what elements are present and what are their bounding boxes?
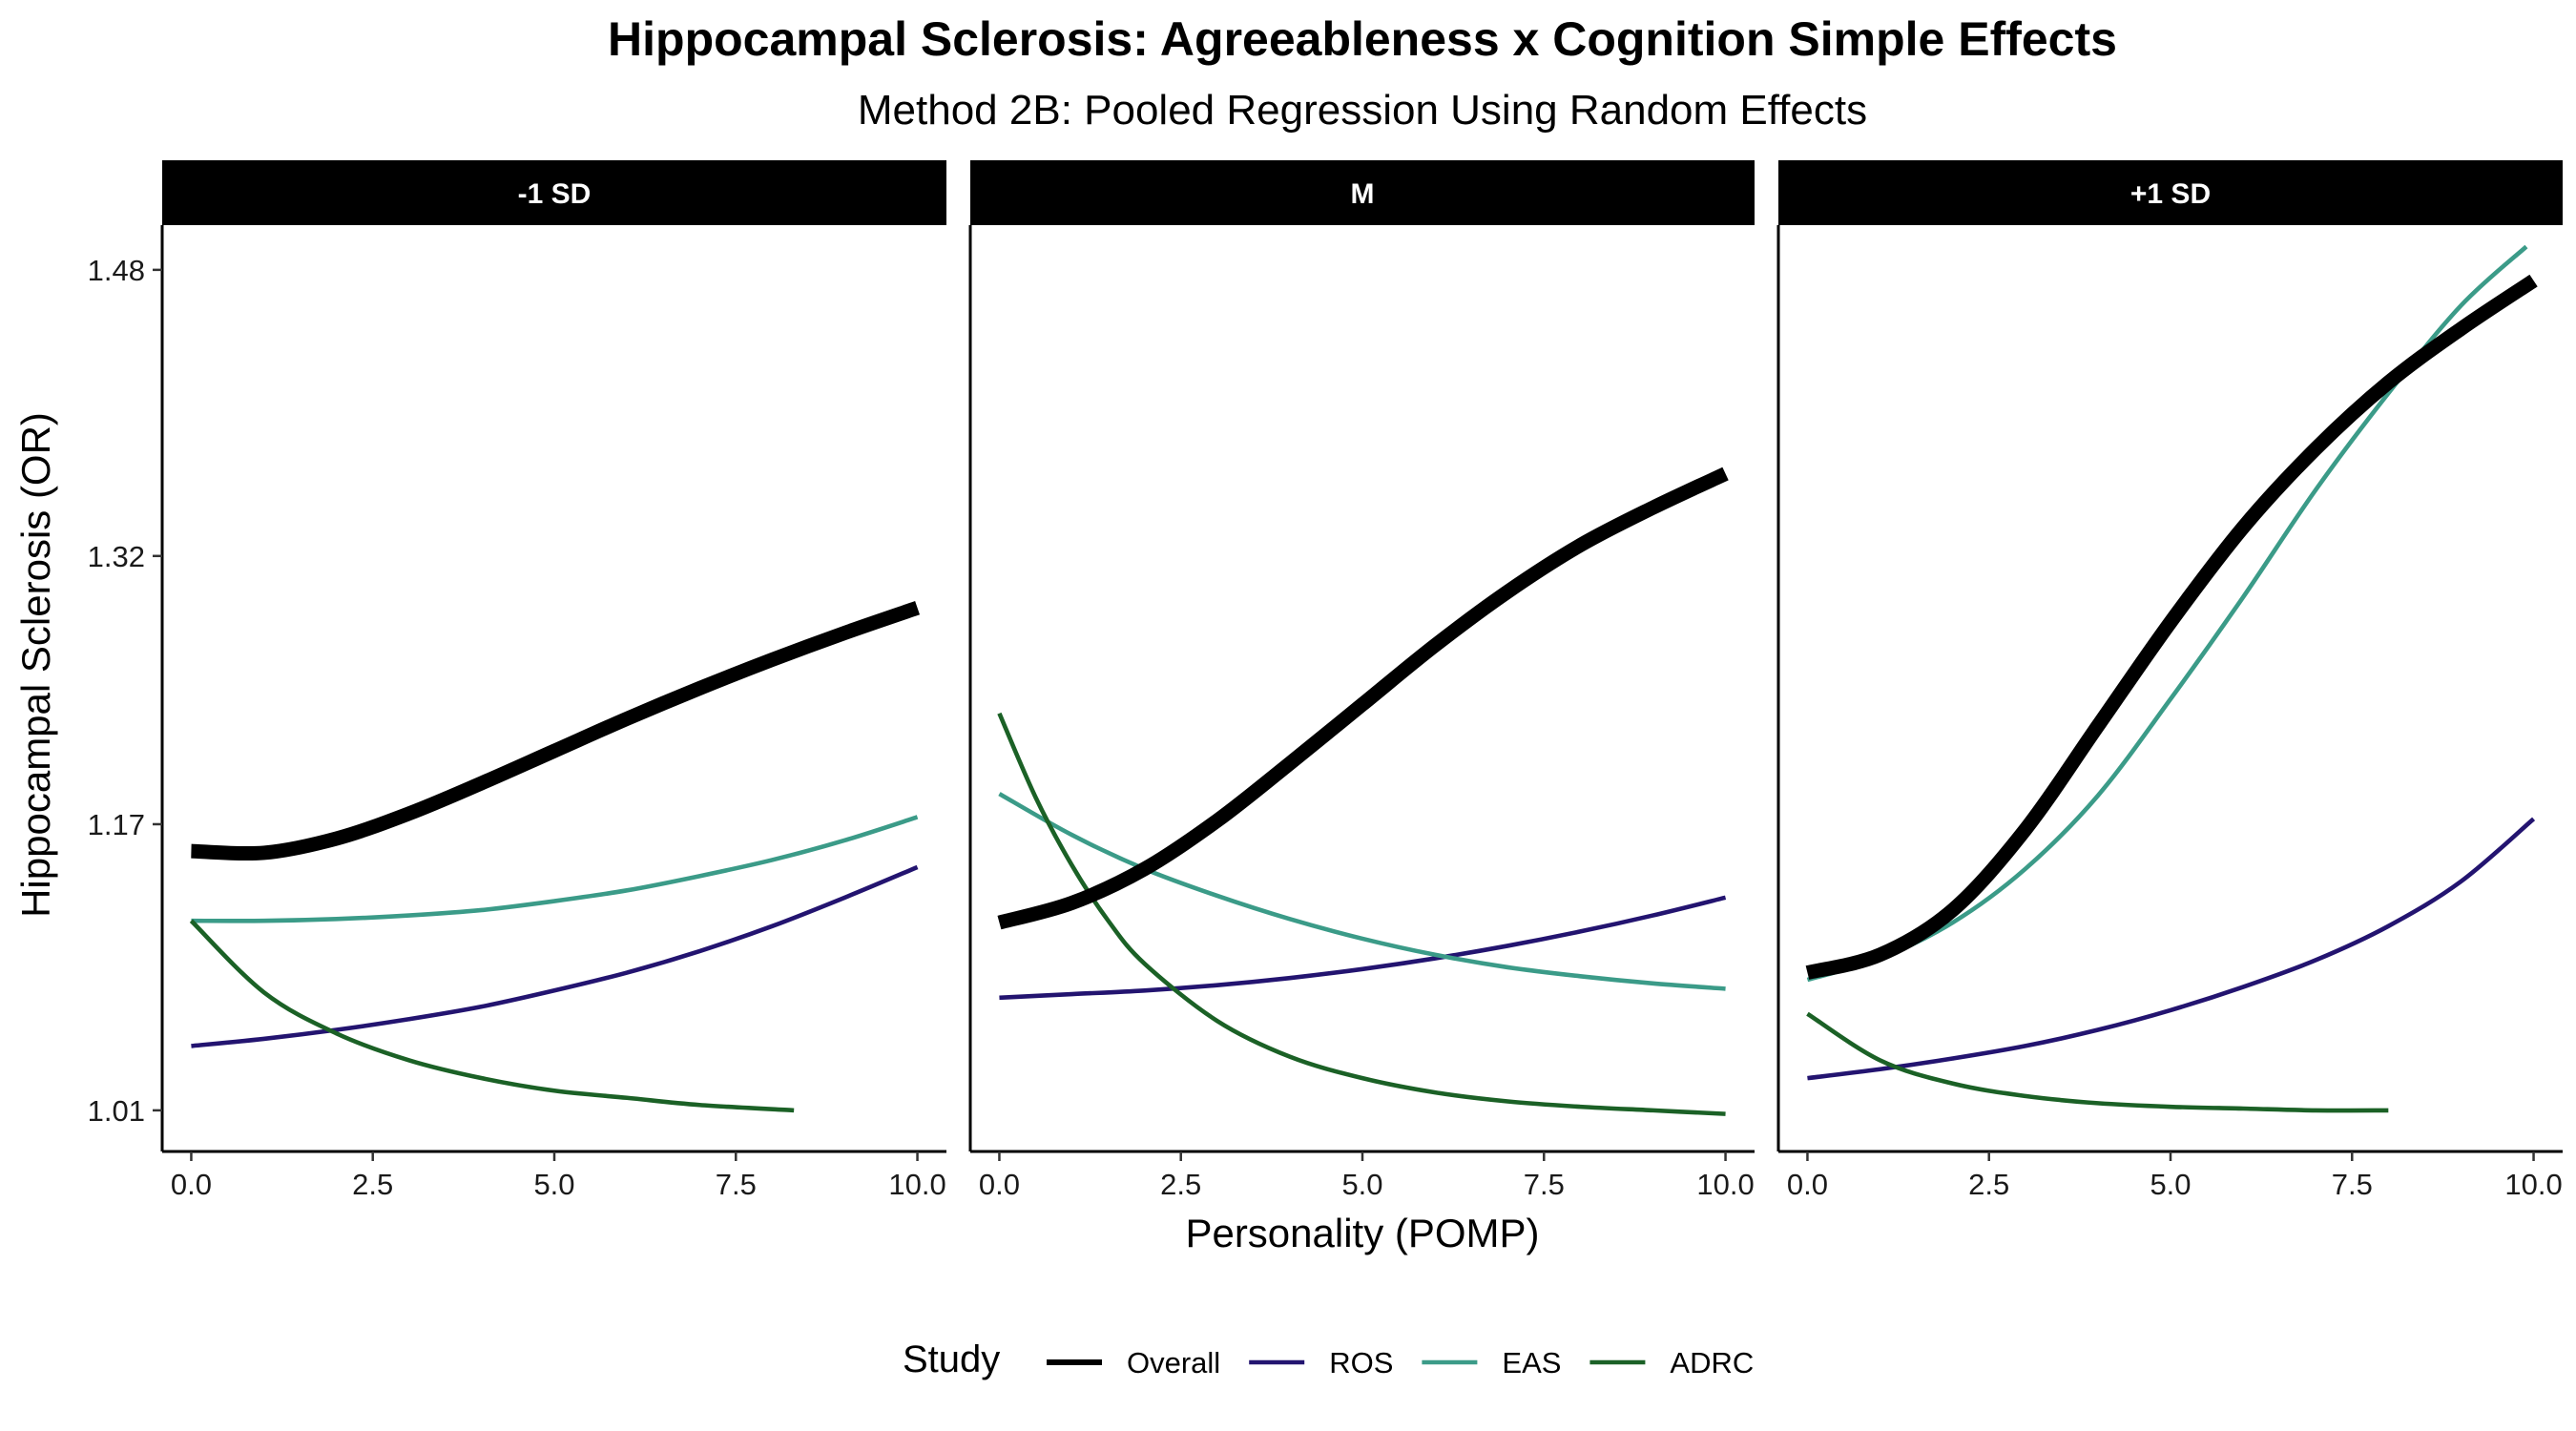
series-line-ros: [191, 864, 919, 1048]
series-line-adrc: [189, 919, 795, 1113]
series-line-ros: [1807, 817, 2536, 1081]
series-line-eas: [191, 815, 919, 923]
facet-strip-label: M: [1351, 178, 1375, 210]
x-tick-label: 2.5: [352, 1168, 393, 1201]
legend: Study Overall ROS EAS ADRC: [903, 1338, 1754, 1380]
facet-strip-label: +1 SD: [2130, 178, 2211, 210]
x-tick-label: 5.0: [2150, 1168, 2191, 1201]
x-axis-title: Personality (POMP): [1185, 1211, 1539, 1255]
legend-label-eas: EAS: [1502, 1346, 1561, 1379]
facet-strip: [162, 160, 946, 225]
chart-title: Hippocampal Sclerosis: Agreeableness x C…: [608, 12, 2117, 66]
facet-strip: [1778, 160, 2563, 225]
x-tick-label: 10.0: [2504, 1168, 2562, 1201]
y-tick-label: 1.48: [88, 254, 145, 287]
y-axis-title: Hippocampal Sclerosis (OR): [13, 412, 58, 918]
series-line-adrc: [997, 712, 1726, 1116]
y-tick-label: 1.01: [88, 1094, 145, 1128]
series-line-overall: [1805, 274, 2538, 980]
y-tick-label: 1.17: [88, 808, 145, 841]
facet-strip-label: -1 SD: [518, 178, 592, 210]
series-lines: [1805, 244, 2538, 1113]
x-tick-label: 5.0: [1341, 1168, 1382, 1201]
series-line-overall: [191, 601, 921, 861]
x-tick-label: 10.0: [1696, 1168, 1754, 1201]
panel-2: +1 SD 0.0 2.5 5.0 7.5 10.0: [1776, 160, 2563, 1201]
legend-label-overall: Overall: [1127, 1346, 1220, 1379]
series-line-ros: [999, 895, 1727, 1001]
x-tick-label: 7.5: [2332, 1168, 2373, 1201]
x-tick-label: 2.5: [1160, 1168, 1201, 1201]
x-tick-label: 0.0: [979, 1168, 1020, 1201]
x-tick-label: 5.0: [533, 1168, 574, 1201]
x-tick-label: 7.5: [1524, 1168, 1565, 1201]
legend-label-adrc: ADRC: [1670, 1346, 1754, 1379]
x-tick-label: 0.0: [1787, 1168, 1828, 1201]
series-lines: [189, 601, 921, 1113]
x-tick-label: 0.0: [171, 1168, 212, 1201]
x-tick-label: 7.5: [716, 1168, 757, 1201]
series-line-eas: [998, 792, 1726, 991]
series-line-overall: [997, 467, 1729, 930]
series-line-adrc: [1806, 1011, 2389, 1113]
facet-strip: [970, 160, 1755, 225]
legend-label-ros: ROS: [1329, 1346, 1393, 1379]
panel-1: M 0.0 2.5 5.0 7.5 10.0: [968, 160, 1755, 1201]
x-tick-label: 2.5: [1968, 1168, 2009, 1201]
chart-subtitle: Method 2B: Pooled Regression Using Rando…: [858, 87, 1867, 134]
facet-panels: -1 SD 0.0 2.5 5.0 7.5 10.0 1.01 1.17 1.32 1.48 M 0.…: [88, 160, 2563, 1201]
legend-title: Study: [903, 1338, 1000, 1380]
panel-0: -1 SD 0.0 2.5 5.0 7.5 10.0 1.01 1.17 1.32 1.48: [88, 160, 946, 1201]
y-tick-label: 1.32: [88, 540, 145, 573]
series-lines: [997, 467, 1729, 1116]
x-tick-label: 10.0: [888, 1168, 945, 1201]
